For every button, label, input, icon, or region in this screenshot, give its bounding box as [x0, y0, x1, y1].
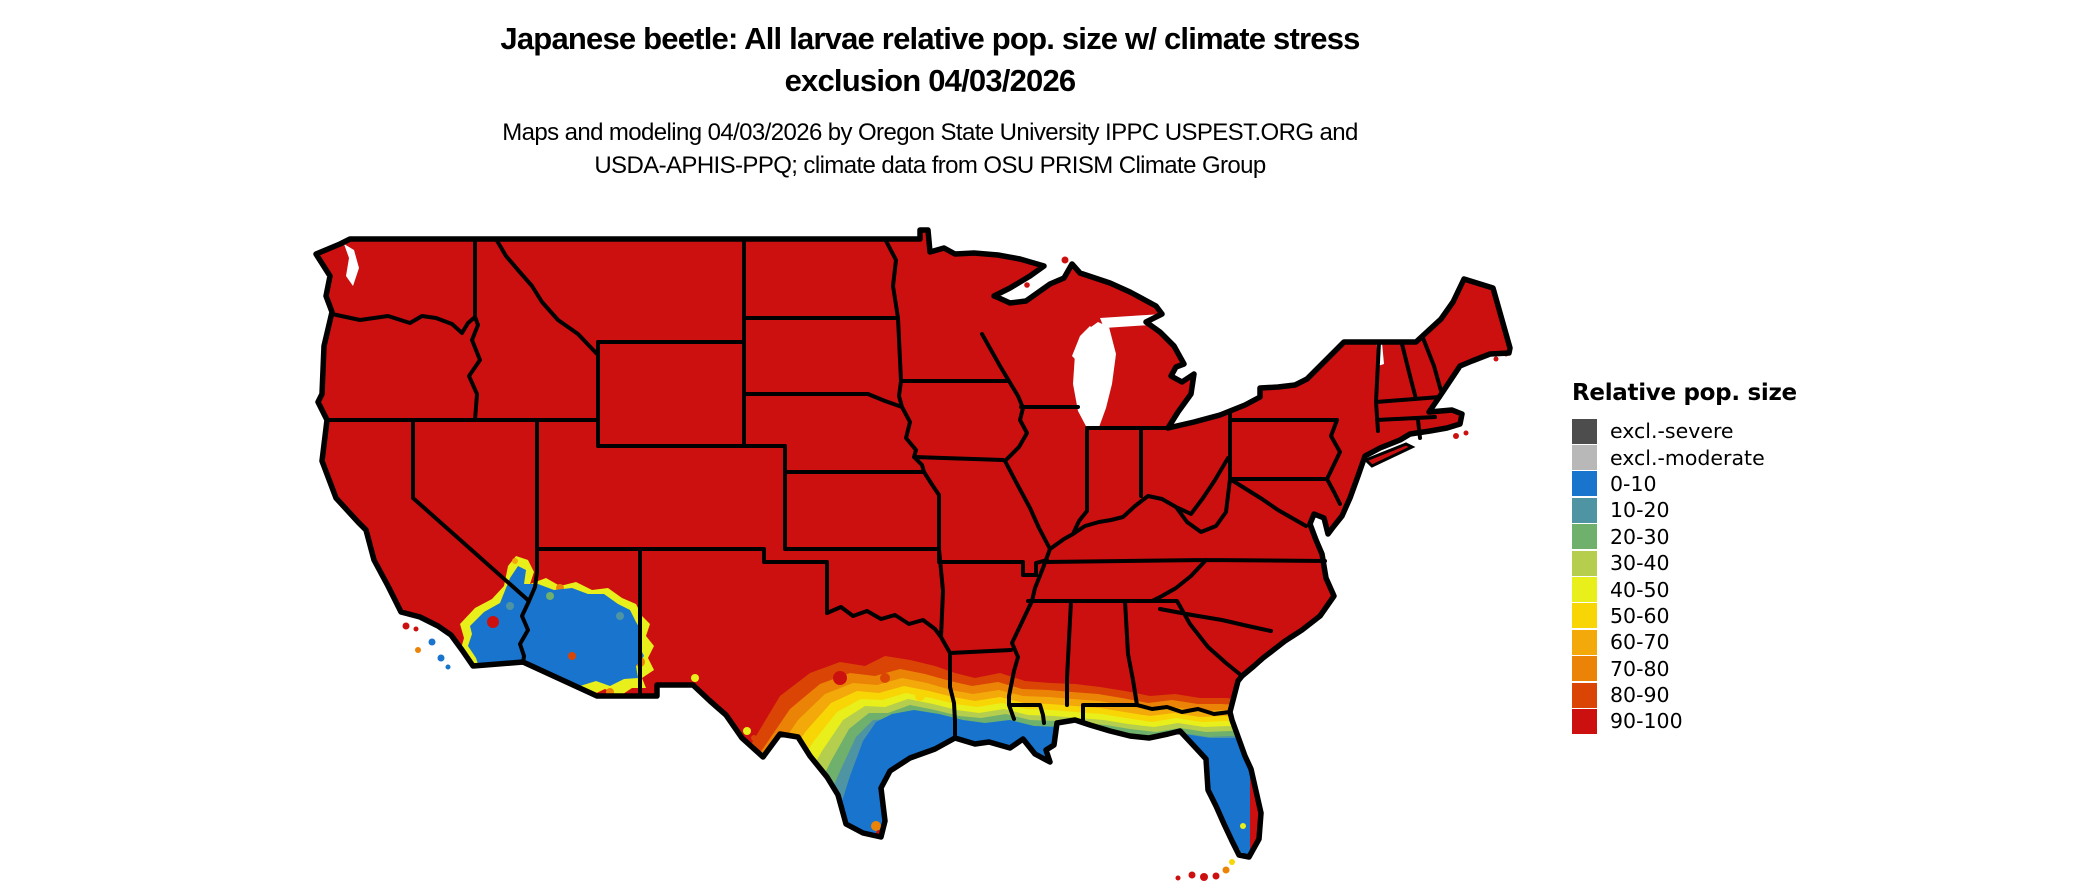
legend-swatch: [1572, 656, 1597, 682]
isle-royale: [1061, 256, 1069, 264]
map-title-line2: exclusion 04/03/2026: [784, 63, 1077, 98]
legend-swatch: [1572, 682, 1597, 708]
florida-keys: [1200, 873, 1208, 881]
sw-green-speck: [546, 592, 554, 600]
raster-layers: [316, 230, 1510, 857]
legend-item: 30-40: [1572, 550, 1797, 576]
legend-label: excl.-moderate: [1610, 445, 1765, 470]
tx-tip-orange: [871, 821, 881, 831]
legend-item: 60-70: [1572, 629, 1797, 655]
map-subtitle-line1: Maps and modeling 04/03/2026 by Oregon S…: [502, 119, 1358, 146]
maine-island: [1493, 356, 1499, 362]
legend-item: 80-90: [1572, 682, 1797, 708]
legend-label: 60-70: [1610, 630, 1670, 655]
sw-blue-core: [468, 566, 644, 686]
sw-teal-speck: [506, 602, 514, 610]
long-island: [1363, 442, 1416, 468]
legend-swatch: [1572, 471, 1597, 497]
channel-island-red: [402, 622, 410, 630]
tx-redorange-patch: [880, 673, 890, 683]
sw-amber-speck: [512, 558, 518, 564]
marthas-vineyard: [1463, 430, 1469, 436]
legend-swatch: [1572, 445, 1597, 471]
map-title-line1: Japanese beetle: All larvae relative pop…: [500, 21, 1360, 56]
legend-label: 80-90: [1610, 683, 1670, 708]
nantucket: [1453, 433, 1459, 439]
legend-label: 50-60: [1610, 603, 1670, 628]
legend-swatch: [1572, 603, 1597, 629]
legend-swatch: [1572, 577, 1597, 603]
legend-item: 20-30: [1572, 524, 1797, 550]
apostle-islands: [1024, 282, 1030, 288]
tx-gold-patch: [915, 691, 925, 701]
sw-redorange-speck: [568, 652, 576, 660]
legend-label: 40-50: [1610, 577, 1670, 602]
florida-keys: [1212, 872, 1220, 880]
us-map: [310, 226, 1520, 886]
elpaso-speck: [691, 674, 699, 682]
land-base-90-100: [316, 230, 1510, 857]
legend-label: 90-100: [1610, 709, 1683, 734]
legend-label: 10-20: [1610, 498, 1670, 523]
legend-swatch: [1572, 629, 1597, 655]
channel-island-orange: [415, 647, 421, 653]
legend-swatch: [1572, 550, 1597, 576]
legend-items: excl.-severe excl.-moderate 0-10 10-20 20-30…: [1572, 418, 1797, 735]
fl-coast-speck: [1240, 823, 1246, 829]
us-map-svg: [313, 227, 1513, 881]
legend-swatch: [1572, 708, 1597, 734]
islands: [402, 256, 1509, 881]
sw-teal-speck: [616, 612, 624, 620]
state-borders: [325, 237, 1443, 737]
florida-keys: [1188, 871, 1196, 879]
legend-swatch: [1572, 524, 1597, 550]
florida-keys: [1229, 859, 1235, 865]
channel-island-blue: [437, 654, 445, 662]
legend-item: excl.-severe: [1572, 418, 1797, 444]
florida-keys: [1222, 866, 1230, 874]
map-subtitle: Maps and modeling 04/03/2026 by Oregon S…: [310, 116, 1550, 182]
legend-item: 10-20: [1572, 497, 1797, 523]
sw-red-island: [487, 616, 499, 628]
legend-item: 70-80: [1572, 656, 1797, 682]
legend-item: excl.-moderate: [1572, 444, 1797, 471]
channel-island-blue: [445, 664, 451, 670]
channel-island-blue: [428, 638, 436, 646]
map-subtitle-line2: USDA-APHIS-PPQ; climate data from OSU PR…: [594, 152, 1266, 179]
legend-title: Relative pop. size: [1572, 380, 1797, 406]
header: Japanese beetle: All larvae relative pop…: [310, 18, 1550, 182]
tx-red-patch: [833, 671, 847, 685]
sw-orange-speck: [477, 669, 487, 679]
legend-item: 90-100: [1572, 708, 1797, 734]
us-outline: [313, 227, 1513, 860]
legend-swatch: [1572, 497, 1597, 523]
legend-label: 70-80: [1610, 656, 1670, 681]
bigbend-speck: [751, 735, 757, 741]
legend-item: 0-10: [1572, 471, 1797, 497]
legend-item: 40-50: [1572, 576, 1797, 603]
channel-island-red: [413, 626, 419, 632]
legend: Relative pop. size excl.-severe excl.-mod…: [1572, 380, 1797, 735]
legend-swatch: [1572, 418, 1597, 444]
legend-label: 20-30: [1610, 524, 1670, 549]
legend-label: 30-40: [1610, 551, 1670, 576]
legend-item: 50-60: [1572, 603, 1797, 629]
puget-sound: [344, 244, 359, 286]
legend-label: excl.-severe: [1610, 419, 1734, 444]
bigbend-speck: [743, 727, 751, 735]
legend-label: 0-10: [1610, 471, 1657, 496]
green-bay: [1072, 326, 1096, 364]
florida-keys: [1175, 875, 1181, 881]
